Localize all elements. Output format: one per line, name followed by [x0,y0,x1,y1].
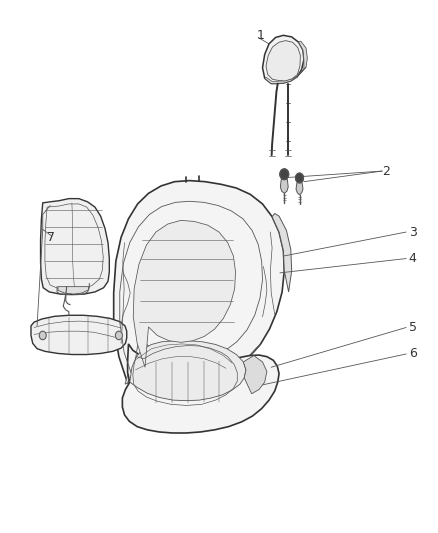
Text: 7: 7 [47,231,56,244]
Circle shape [39,331,46,340]
Text: 6: 6 [409,348,417,360]
Polygon shape [122,344,279,433]
Polygon shape [58,287,88,294]
Polygon shape [296,183,303,195]
Text: 2: 2 [383,165,391,177]
Polygon shape [133,220,236,367]
Text: 3: 3 [409,225,417,239]
Polygon shape [272,214,292,292]
Circle shape [296,173,304,183]
Circle shape [280,169,289,180]
Polygon shape [280,180,288,193]
Text: 4: 4 [409,252,417,265]
Polygon shape [265,67,306,84]
Polygon shape [31,316,127,354]
Text: 1: 1 [256,29,264,42]
Circle shape [116,331,122,340]
Text: 5: 5 [409,321,417,334]
Polygon shape [244,356,267,394]
Polygon shape [41,199,110,295]
Polygon shape [114,181,284,383]
Polygon shape [130,341,246,401]
Polygon shape [125,344,260,384]
Polygon shape [266,41,300,81]
Polygon shape [299,41,307,69]
Polygon shape [262,35,304,84]
